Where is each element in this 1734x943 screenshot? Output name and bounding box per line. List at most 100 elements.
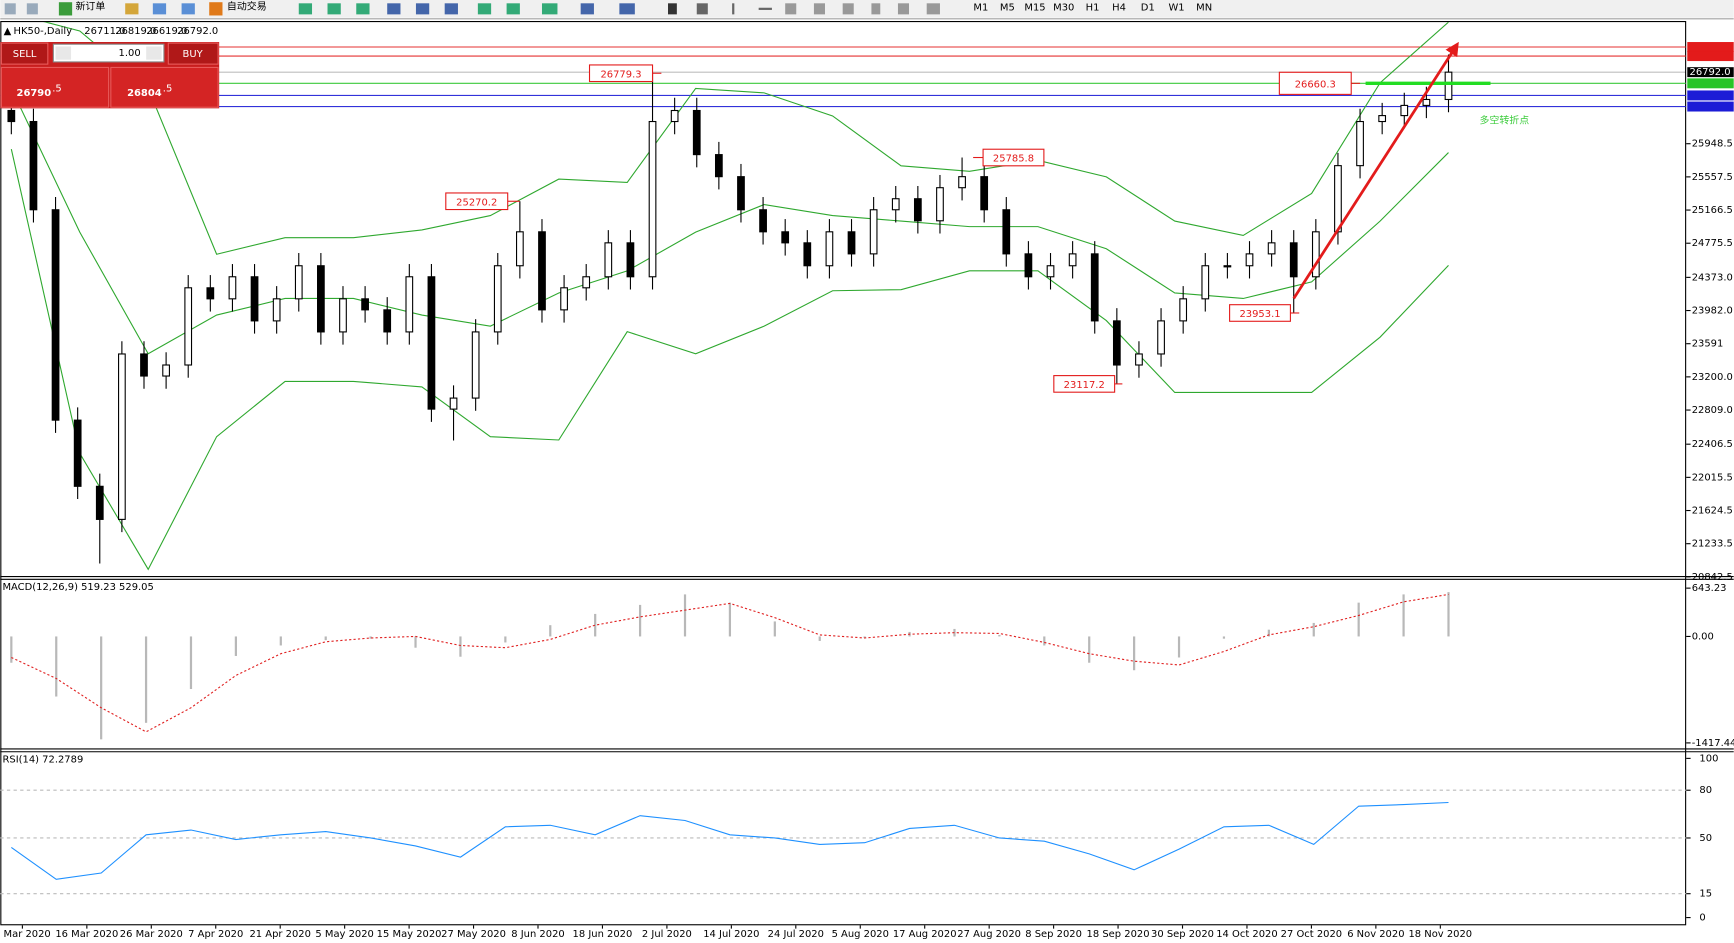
new-order-icon[interactable]	[58, 2, 73, 16]
timeframe-button[interactable]: H4	[1112, 3, 1126, 14]
icon[interactable]	[181, 3, 195, 15]
auto-trading-icon[interactable]	[209, 2, 223, 16]
icon[interactable]	[356, 3, 370, 15]
macd-bar	[863, 636, 866, 638]
candle-body	[383, 309, 392, 333]
sell-button[interactable]	[0, 42, 49, 65]
candle-body	[361, 298, 369, 311]
candle-body	[582, 276, 591, 289]
ask-fraction[interactable]: .5	[163, 83, 172, 94]
y-tick-label: 20842.5	[1692, 572, 1733, 583]
timeframe-button[interactable]: H1	[1086, 3, 1100, 14]
bid-box[interactable]	[0, 66, 110, 108]
candle-body	[891, 198, 900, 211]
icon[interactable]	[580, 3, 594, 15]
icon[interactable]	[842, 3, 854, 15]
icon[interactable]	[26, 3, 38, 15]
symbol-arrow: ▲	[4, 26, 12, 37]
timeframe-button[interactable]: M1	[973, 3, 988, 14]
x-tick-label: 27 May 2020	[441, 929, 506, 940]
lots-up[interactable]	[146, 46, 162, 60]
buy-label[interactable]: BUY	[183, 49, 204, 60]
macd-bar	[279, 636, 282, 646]
timeframe-button[interactable]: W1	[1168, 3, 1184, 14]
candle-body	[51, 209, 60, 421]
annotation-label: 23953.1	[1239, 309, 1280, 320]
new-order-button[interactable]: 新订单	[75, 0, 105, 13]
icon[interactable]	[897, 3, 910, 15]
x-tick-label: 15 May 2020	[377, 929, 442, 940]
candle-body	[206, 287, 215, 300]
macd-bar	[459, 636, 462, 657]
timeframe-button[interactable]: M30	[1053, 3, 1074, 14]
macd-bar	[1222, 636, 1226, 639]
candle-body	[405, 276, 414, 333]
macd-tick-label: 0.00	[1692, 631, 1714, 642]
icon[interactable]	[813, 3, 825, 15]
macd-bar	[1357, 602, 1360, 637]
icon[interactable]	[541, 3, 558, 15]
ask-price[interactable]: 26804	[127, 88, 162, 99]
level-price-box	[1687, 51, 1734, 62]
icon[interactable]	[758, 7, 772, 10]
lots-down[interactable]	[55, 46, 72, 60]
macd-bar	[638, 604, 642, 637]
icon[interactable]	[477, 3, 492, 15]
icon[interactable]	[4, 3, 16, 15]
candle-body	[1245, 253, 1254, 267]
level-price-label: 26792.0	[1689, 67, 1730, 78]
icon[interactable]	[926, 3, 940, 15]
icon[interactable]	[732, 3, 735, 15]
candle-body	[1223, 265, 1232, 268]
candle-body	[95, 485, 104, 520]
icon[interactable]	[696, 3, 708, 15]
icon[interactable]	[125, 3, 139, 15]
icon[interactable]	[415, 3, 430, 15]
icon[interactable]	[152, 3, 167, 15]
candle-body	[1356, 120, 1364, 167]
icon[interactable]	[506, 3, 520, 15]
icon[interactable]	[387, 3, 401, 15]
timeframe-button[interactable]: M5	[1000, 3, 1015, 14]
annotation-label: 23117.2	[1064, 380, 1105, 391]
candle-body	[1422, 98, 1431, 106]
annotation-label: 25270.2	[456, 197, 497, 208]
candle-body	[1378, 115, 1387, 123]
icon[interactable]	[327, 3, 341, 15]
annotation-box	[1053, 375, 1116, 393]
lots-value[interactable]: 1.00	[119, 48, 141, 59]
sell-label[interactable]: SELL	[13, 49, 37, 60]
candle-body	[250, 276, 259, 322]
auto-trading-button[interactable]: 自动交易	[227, 0, 267, 13]
candle-body	[1179, 298, 1188, 322]
macd-bar	[1267, 629, 1270, 637]
candle-body	[1267, 242, 1276, 255]
bid-price[interactable]: 26790	[17, 88, 52, 99]
lots-input[interactable]	[52, 43, 165, 63]
timeframe-button[interactable]: M15	[1024, 3, 1045, 14]
icon[interactable]	[668, 3, 677, 15]
toolbar	[0, 0, 1734, 18]
icon[interactable]	[785, 3, 797, 15]
x-tick-label: 24 Jul 2020	[768, 929, 824, 940]
candle-body	[869, 209, 878, 255]
icon[interactable]	[298, 3, 313, 15]
timeframe-button[interactable]: D1	[1141, 3, 1155, 14]
ohlc-open: 26711.0	[84, 26, 125, 37]
icon[interactable]	[444, 3, 458, 15]
macd-bar	[818, 636, 821, 641]
timeframe-button[interactable]: MN	[1196, 3, 1212, 14]
ask-box[interactable]	[110, 66, 219, 108]
level-price-box	[1687, 90, 1734, 101]
candle-body	[538, 231, 546, 311]
bid-fraction[interactable]: .5	[52, 83, 61, 94]
buy-button[interactable]	[167, 42, 219, 65]
macd-bar	[1447, 592, 1450, 637]
macd-bar	[773, 621, 776, 637]
candle-body	[184, 287, 193, 366]
candle-body	[1444, 71, 1453, 101]
icon[interactable]	[619, 3, 635, 15]
icon[interactable]	[871, 3, 881, 15]
y-tick-label: 22015.5	[1692, 472, 1733, 483]
candle-body	[1002, 209, 1011, 255]
